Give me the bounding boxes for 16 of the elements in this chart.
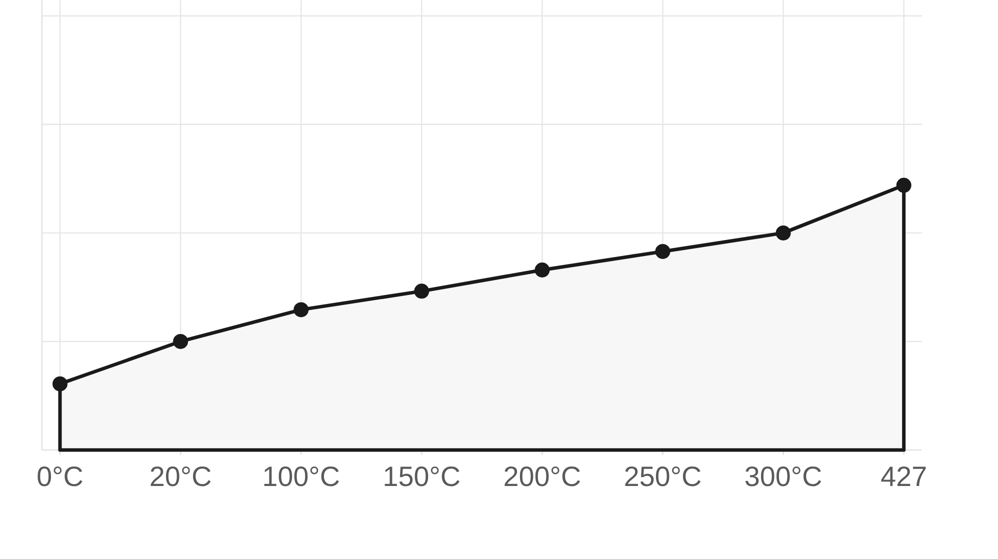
x-tick-label: 100°C — [264, 466, 339, 486]
x-tick-label: 20°C — [150, 466, 211, 486]
point — [173, 334, 188, 349]
point — [655, 244, 670, 259]
point — [534, 262, 550, 278]
point — [414, 284, 430, 299]
x-tick-label: 300°C — [745, 466, 822, 486]
point — [776, 225, 791, 240]
x-tick-label: 0°C — [38, 466, 82, 486]
x-tick-label: 150°C — [384, 466, 460, 486]
x-tick-label: 200°C — [504, 466, 580, 486]
x-tick-label: 427 — [881, 466, 926, 486]
x-tick-label: 250°C — [625, 466, 701, 486]
point — [294, 302, 309, 318]
point — [52, 376, 68, 392]
point — [896, 178, 912, 193]
